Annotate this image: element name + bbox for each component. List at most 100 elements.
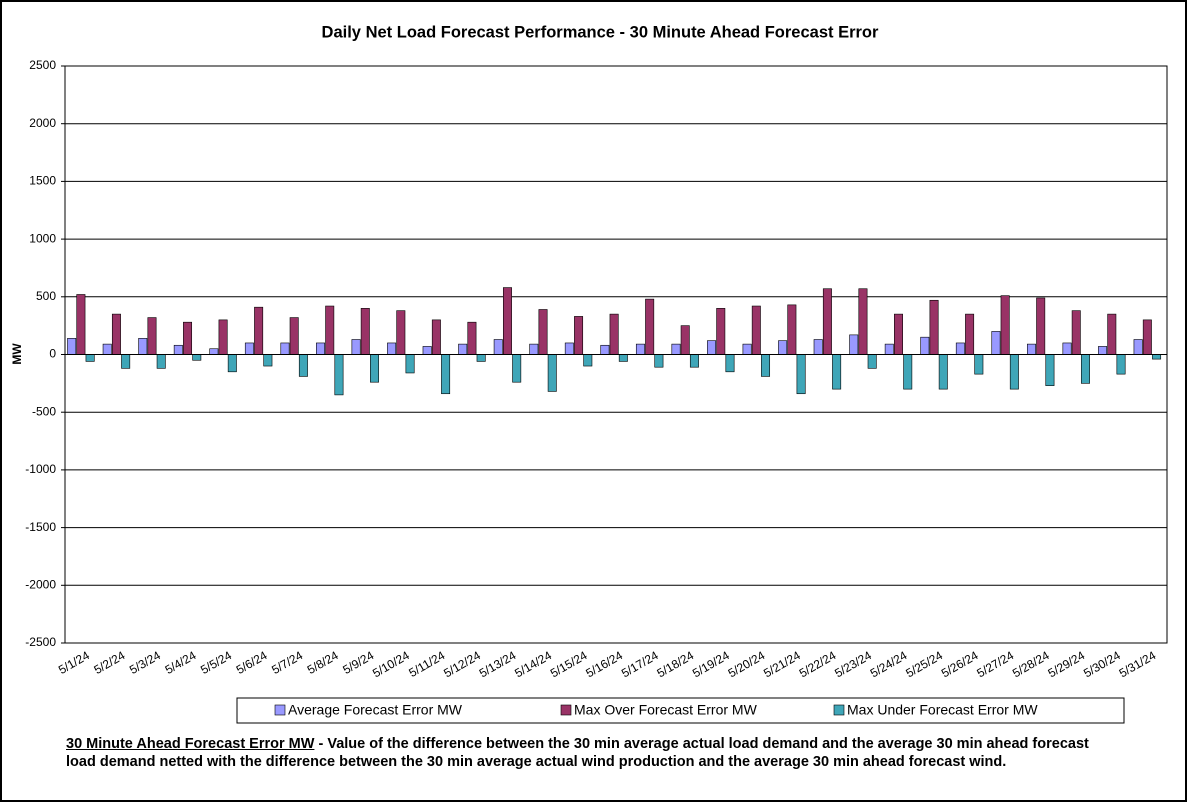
x-tick-label: 5/30/24 [1081,648,1123,680]
x-tick-label: 5/22/24 [797,648,839,680]
legend-swatch [274,704,286,716]
bar [1036,297,1046,355]
bar [1045,354,1055,386]
bar [1142,319,1152,355]
bar [955,342,965,355]
bar [67,338,77,355]
bar [244,342,254,355]
bar [689,354,699,368]
bar [173,344,183,355]
x-tick-label: 5/10/24 [370,648,412,680]
x-tick-label: 5/14/24 [512,648,554,680]
bar [156,354,166,369]
bar [609,313,619,355]
bar [822,288,832,355]
bar [280,342,290,355]
y-tick-label: -2000 [25,577,56,591]
bar [1071,310,1081,355]
bar [1116,354,1126,375]
bar [76,294,86,355]
y-tick-label: 500 [36,289,56,303]
bar [1098,346,1108,355]
x-tick-label: 5/15/24 [548,648,590,680]
bar [147,317,157,355]
footnote: 30 Minute Ahead Forecast Error MW - Valu… [66,735,1106,771]
bar [334,354,344,396]
bar [583,354,593,367]
legend-swatch [833,704,845,716]
x-tick-label: 5/13/24 [477,648,519,680]
bar [387,342,397,355]
bar [298,354,308,377]
bar [263,354,273,367]
x-tick-label: 5/3/24 [127,648,163,677]
legend-swatch [560,704,572,716]
bar [894,313,903,355]
bar [431,319,441,355]
bar [600,344,610,355]
bar [458,343,468,355]
bar [938,354,948,390]
bar [832,354,842,390]
footnote-term: 30 Minute Ahead Forecast Error MW [66,736,315,752]
bar [707,340,717,355]
x-tick-label: 5/21/24 [761,648,803,680]
bar [1062,342,1072,355]
legend-label: Average Forecast Error MW [288,702,463,718]
bar [645,298,655,355]
bar [680,325,690,355]
bar [441,354,451,395]
bar [1107,313,1117,355]
bar [884,343,894,355]
bar [903,354,913,390]
x-tick-label: 5/28/24 [1010,648,1052,680]
y-tick-label: 2500 [29,58,56,72]
chart-title: Daily Net Load Forecast Performance - 30… [322,23,879,41]
bar [813,339,823,355]
y-tick-label: -1000 [25,462,56,476]
bar [564,342,574,355]
x-tick-label: 5/16/24 [583,648,625,680]
x-tick-label: 5/19/24 [690,648,732,680]
y-tick-label: 2000 [29,116,56,130]
bar [1080,354,1090,384]
x-tick-label: 5/12/24 [441,648,483,680]
legend-label: Max Over Forecast Error MW [574,702,758,718]
x-tick-label: 5/8/24 [305,648,341,677]
bar [289,317,299,355]
bar [1133,339,1143,355]
x-tick-label: 5/4/24 [163,648,199,677]
bar [778,340,788,355]
bar [867,354,877,369]
bar [920,336,930,355]
x-tick-label: 5/5/24 [198,648,234,677]
x-tick-label: 5/1/24 [56,648,92,677]
y-tick-label: -500 [32,404,56,418]
bar [725,354,735,373]
bar [183,321,193,355]
bar [929,299,939,355]
bar [796,354,806,395]
x-tick-label: 5/23/24 [832,648,874,680]
bar [849,334,859,355]
footnote-text: - Value of the difference between the 30… [66,736,1089,770]
bar [351,339,361,355]
y-tick-label: -2500 [25,635,56,649]
bar [538,309,548,355]
bar [254,306,264,355]
bar [574,316,584,355]
bar [360,308,370,355]
bar [422,346,432,355]
bar [787,304,797,355]
bar [742,343,752,355]
bar [227,354,237,373]
x-tick-label: 5/6/24 [234,648,270,677]
x-tick-label: 5/27/24 [974,648,1016,680]
x-tick-label: 5/25/24 [903,648,945,680]
x-tick-label: 5/20/24 [726,648,768,680]
bar [111,313,121,355]
bar [396,310,406,355]
bar [529,343,539,355]
y-tick-label: -1500 [25,520,56,534]
bar [965,313,975,355]
